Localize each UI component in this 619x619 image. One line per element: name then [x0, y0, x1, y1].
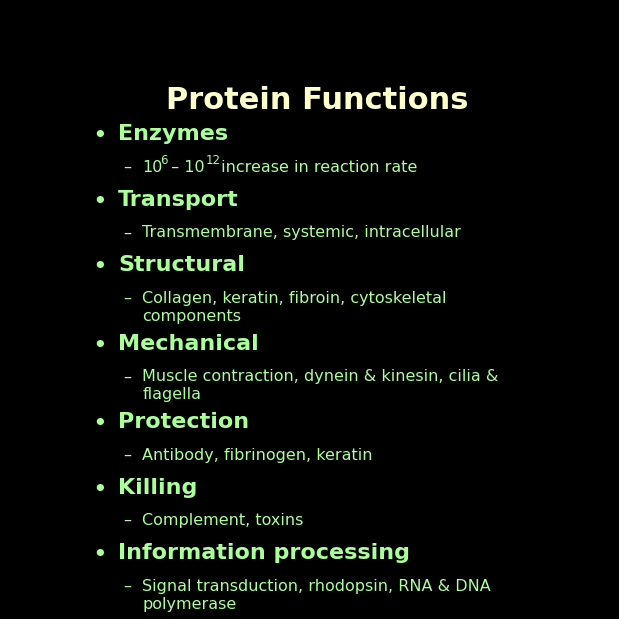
- Text: •: •: [92, 334, 106, 358]
- Text: •: •: [92, 412, 106, 436]
- Text: –: –: [123, 225, 131, 240]
- Text: increase in reaction rate: increase in reaction rate: [217, 160, 418, 175]
- Text: Transport: Transport: [118, 189, 239, 210]
- Text: –: –: [123, 291, 131, 306]
- Text: 12: 12: [206, 154, 221, 167]
- Text: Transmembrane, systemic, intracellular: Transmembrane, systemic, intracellular: [142, 225, 461, 240]
- Text: •: •: [92, 189, 106, 214]
- Text: Information processing: Information processing: [118, 543, 410, 563]
- Text: 10: 10: [142, 160, 163, 175]
- Text: Antibody, fibrinogen, keratin: Antibody, fibrinogen, keratin: [142, 448, 373, 463]
- Text: Mechanical: Mechanical: [118, 334, 259, 353]
- Text: Collagen, keratin, fibroin, cytoskeletal
components: Collagen, keratin, fibroin, cytoskeletal…: [142, 291, 447, 324]
- Text: –: –: [123, 448, 131, 463]
- Text: •: •: [92, 543, 106, 567]
- Text: –: –: [123, 160, 131, 175]
- Text: Enzymes: Enzymes: [118, 124, 228, 144]
- Text: –: –: [123, 579, 131, 594]
- Text: Complement, toxins: Complement, toxins: [142, 513, 303, 528]
- Text: –: –: [123, 370, 131, 384]
- Text: Protein Functions: Protein Functions: [166, 86, 469, 115]
- Text: •: •: [92, 477, 106, 501]
- Text: –: –: [123, 513, 131, 528]
- Text: Signal transduction, rhodopsin, RNA & DNA
polymerase: Signal transduction, rhodopsin, RNA & DN…: [142, 579, 491, 612]
- Text: Muscle contraction, dynein & kinesin, cilia &
flagella: Muscle contraction, dynein & kinesin, ci…: [142, 370, 498, 402]
- Text: •: •: [92, 255, 106, 279]
- Text: Protection: Protection: [118, 412, 249, 432]
- Text: Structural: Structural: [118, 255, 245, 275]
- Text: •: •: [92, 124, 106, 149]
- Text: Killing: Killing: [118, 477, 197, 498]
- Text: – 10: – 10: [166, 160, 205, 175]
- Text: 6: 6: [160, 154, 168, 167]
